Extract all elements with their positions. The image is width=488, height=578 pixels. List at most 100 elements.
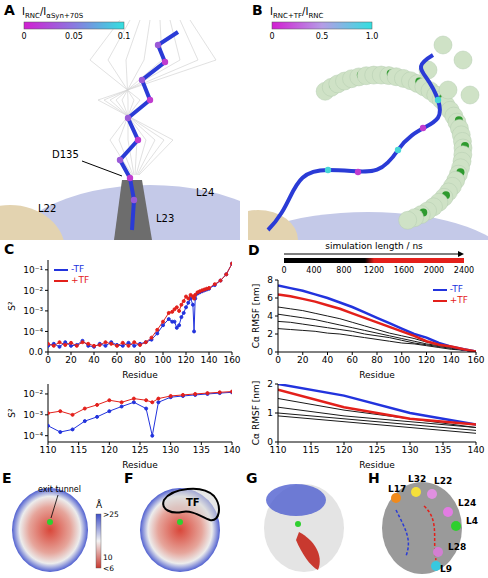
svg-text:4: 4 (267, 311, 273, 321)
svg-text:10⁻²: 10⁻² (23, 389, 43, 399)
svg-text:H: H (368, 470, 380, 486)
svg-text:10⁻³: 10⁻³ (23, 410, 43, 420)
svg-text:115: 115 (302, 445, 319, 455)
svg-text:2: 2 (267, 329, 273, 339)
svg-text:120: 120 (177, 355, 194, 365)
svg-text:0: 0 (21, 32, 26, 41)
svg-text:L24: L24 (196, 187, 214, 198)
svg-text:>25: >25 (103, 510, 119, 519)
svg-text:125: 125 (131, 445, 148, 455)
svg-text:100: 100 (393, 355, 410, 365)
svg-text:Cα RMSF [nm]: Cα RMSF [nm] (251, 284, 261, 348)
svg-text:0.1: 0.1 (118, 32, 131, 41)
svg-text:6: 6 (267, 293, 273, 303)
svg-text:D135: D135 (52, 149, 79, 160)
svg-text:exit tunnel: exit tunnel (38, 485, 81, 494)
svg-text:0: 0 (267, 347, 273, 357)
svg-text:L4: L4 (466, 516, 478, 526)
svg-text:Residue: Residue (359, 460, 395, 470)
svg-text:0: 0 (267, 437, 273, 447)
svg-text:100: 100 (154, 355, 171, 365)
svg-text:125: 125 (368, 445, 385, 455)
svg-text:120: 120 (101, 445, 118, 455)
svg-text:Residue: Residue (359, 370, 395, 380)
svg-text:S²: S² (7, 408, 17, 418)
svg-text:80: 80 (134, 355, 146, 365)
svg-text:140: 140 (200, 355, 217, 365)
svg-text:L28: L28 (448, 542, 466, 552)
svg-text:C: C (4, 241, 14, 256)
svg-text:IRNC+TF/IRNC: IRNC+TF/IRNC (270, 6, 324, 20)
svg-text:0.0: 0.0 (29, 347, 44, 357)
svg-text:800: 800 (336, 266, 351, 275)
svg-text:A: A (4, 2, 15, 18)
svg-text:0: 0 (275, 355, 281, 365)
svg-text:G: G (246, 470, 258, 486)
html-text:-TF: -TF (449, 284, 463, 294)
svg-text:130: 130 (162, 445, 179, 455)
svg-text:135: 135 (434, 445, 451, 455)
html-text:+TF: +TF (71, 275, 90, 285)
svg-text:0: 0 (45, 355, 51, 365)
svg-text:140: 140 (467, 445, 484, 455)
svg-text:Å: Å (96, 499, 103, 510)
svg-text:10⁻²: 10⁻² (23, 286, 43, 296)
svg-text:1600: 1600 (394, 266, 414, 275)
html-text:-TF: -TF (71, 264, 85, 274)
svg-text:120: 120 (418, 355, 435, 365)
svg-text:2: 2 (267, 380, 273, 389)
svg-text:1200: 1200 (364, 266, 384, 275)
svg-text:D: D (248, 242, 260, 258)
svg-text:L9: L9 (440, 564, 452, 574)
svg-text:60: 60 (111, 355, 123, 365)
svg-text:10: 10 (103, 553, 113, 562)
svg-text:80: 80 (371, 355, 383, 365)
svg-text:Residue: Residue (122, 370, 158, 380)
svg-text:S²: S² (7, 301, 17, 311)
svg-text:<6: <6 (103, 564, 114, 573)
svg-text:40: 40 (322, 355, 334, 365)
svg-text:135: 135 (193, 445, 210, 455)
svg-text:1.0: 1.0 (366, 32, 379, 41)
svg-text:160: 160 (467, 355, 484, 365)
svg-text:115: 115 (70, 445, 87, 455)
svg-text:120: 120 (335, 445, 352, 455)
svg-text:IRNC/IαSyn+70S: IRNC/IαSyn+70S (22, 6, 84, 20)
svg-text:L22: L22 (38, 203, 56, 214)
svg-text:0.05: 0.05 (65, 32, 83, 41)
svg-text:2000: 2000 (424, 266, 444, 275)
svg-text:10⁻³: 10⁻³ (23, 306, 43, 316)
svg-text:B: B (252, 2, 263, 18)
svg-text:TF: TF (186, 497, 200, 508)
svg-text:10⁻¹: 10⁻¹ (23, 265, 43, 275)
svg-text:10⁻⁴: 10⁻⁴ (23, 431, 43, 441)
svg-text:400: 400 (306, 266, 321, 275)
svg-text:8: 8 (267, 276, 273, 285)
svg-text:0: 0 (281, 266, 286, 275)
svg-text:L17: L17 (388, 484, 406, 494)
svg-text:40: 40 (88, 355, 100, 365)
svg-text:Residue: Residue (122, 460, 158, 470)
svg-text:110: 110 (39, 445, 56, 455)
svg-text:L23: L23 (156, 213, 174, 224)
svg-text:0.5: 0.5 (316, 32, 329, 41)
svg-text:F: F (124, 470, 134, 486)
svg-text:140: 140 (223, 445, 240, 455)
svg-text:1: 1 (267, 408, 273, 418)
svg-text:20: 20 (297, 355, 309, 365)
svg-text:160: 160 (223, 355, 240, 365)
svg-text:Cα RMSF [nm]: Cα RMSF [nm] (251, 381, 261, 445)
svg-text:2400: 2400 (454, 266, 474, 275)
svg-text:20: 20 (65, 355, 77, 365)
svg-text:110: 110 (269, 445, 287, 456)
svg-text:simulation length / ns: simulation length / ns (325, 241, 423, 251)
svg-text:130: 130 (401, 445, 418, 455)
svg-text:L24: L24 (458, 498, 476, 508)
svg-text:60: 60 (347, 355, 359, 365)
svg-text:0: 0 (269, 32, 274, 41)
svg-text:140: 140 (443, 355, 460, 365)
svg-text:10⁻⁴: 10⁻⁴ (23, 327, 43, 337)
svg-text:E: E (2, 470, 12, 486)
svg-text:L32: L32 (408, 474, 426, 484)
svg-text:L22: L22 (434, 476, 452, 486)
